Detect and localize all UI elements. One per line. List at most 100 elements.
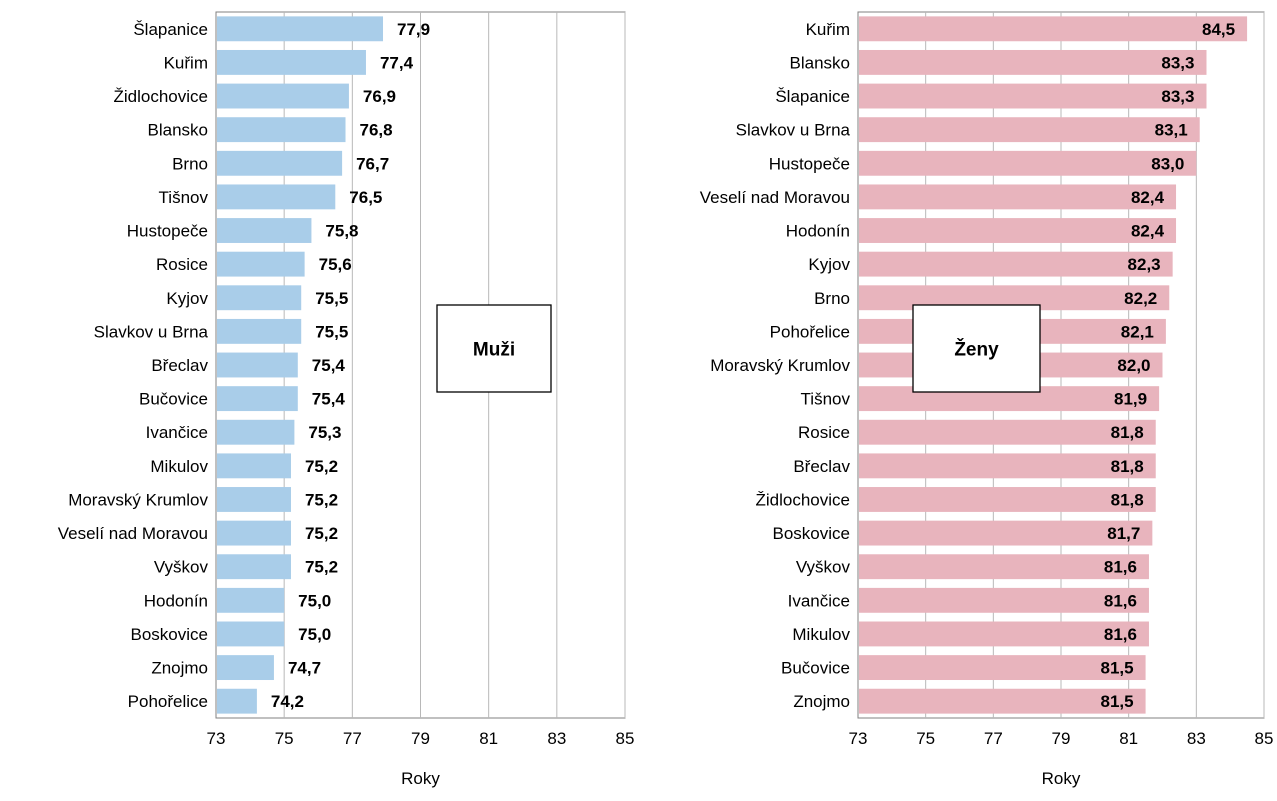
data-label: 76,7 <box>356 154 389 173</box>
bar <box>217 50 366 75</box>
category-label: Mikulov <box>792 625 850 644</box>
x-axis-title: Roky <box>1042 769 1081 788</box>
data-label: 76,9 <box>363 87 396 106</box>
data-label: 82,1 <box>1121 322 1154 341</box>
bar <box>217 84 349 109</box>
x-tick-label: 79 <box>1052 729 1071 748</box>
chart-panel-women: Kuřim 84,5 Blansko 83,3 Šlapanice 83,3 Slavkov… <box>700 12 1274 788</box>
category-label: Rosice <box>156 255 208 274</box>
data-label: 81,9 <box>1114 390 1147 409</box>
bar <box>217 353 298 378</box>
category-label: Tišnov <box>159 188 209 207</box>
category-label: Kuřim <box>806 20 850 39</box>
category-label: Slavkov u Brna <box>736 121 851 140</box>
data-label: 75,2 <box>305 457 338 476</box>
category-label: Bučovice <box>781 659 850 678</box>
category-label: Veselí nad Moravou <box>700 188 850 207</box>
category-label: Brno <box>814 289 850 308</box>
bar <box>859 252 1173 277</box>
bar <box>217 117 346 142</box>
data-label: 81,5 <box>1100 659 1133 678</box>
bar <box>217 622 284 647</box>
category-label: Veselí nad Moravou <box>58 524 208 543</box>
category-label: Hustopeče <box>769 154 850 173</box>
data-label: 82,4 <box>1131 188 1165 207</box>
bar <box>217 16 383 41</box>
category-label: Pohořelice <box>128 692 208 711</box>
category-label: Židlochovice <box>756 490 851 509</box>
category-label: Znojmo <box>151 659 208 678</box>
bar <box>217 554 291 579</box>
data-label: 75,3 <box>308 423 341 442</box>
bar <box>217 521 291 546</box>
bar <box>217 420 294 445</box>
data-label: 82,3 <box>1128 255 1161 274</box>
category-label: Šlapanice <box>133 20 208 39</box>
x-tick-label: 77 <box>984 729 1003 748</box>
category-label: Ivančice <box>788 591 850 610</box>
x-tick-label: 81 <box>479 729 498 748</box>
data-label: 81,6 <box>1104 625 1137 644</box>
bar <box>859 117 1200 142</box>
x-axis-title: Roky <box>401 769 440 788</box>
data-label: 75,5 <box>315 289 348 308</box>
data-label: 81,7 <box>1107 524 1140 543</box>
data-label: 74,7 <box>288 659 321 678</box>
category-label: Rosice <box>798 423 850 442</box>
data-label: 83,1 <box>1155 121 1188 140</box>
bar <box>217 588 284 613</box>
bar <box>859 151 1196 176</box>
bar <box>859 16 1247 41</box>
category-label: Břeclav <box>151 356 208 375</box>
category-label: Boskovice <box>131 625 208 644</box>
category-label: Boskovice <box>773 524 850 543</box>
data-label: 77,9 <box>397 20 430 39</box>
data-label: 75,0 <box>298 591 331 610</box>
bar <box>217 252 305 277</box>
bar <box>859 184 1176 209</box>
category-label: Břeclav <box>793 457 850 476</box>
x-tick-label: 73 <box>207 729 226 748</box>
x-tick-label: 83 <box>547 729 566 748</box>
data-label: 82,0 <box>1117 356 1150 375</box>
x-tick-label: 77 <box>343 729 362 748</box>
data-label: 75,2 <box>305 558 338 577</box>
bar <box>217 285 301 310</box>
category-label: Hodonín <box>786 222 850 241</box>
data-label: 76,5 <box>349 188 382 207</box>
data-label: 75,6 <box>319 255 352 274</box>
category-label: Bučovice <box>139 390 208 409</box>
data-label: 81,6 <box>1104 558 1137 577</box>
category-label: Hodonín <box>144 591 208 610</box>
data-label: 75,2 <box>305 524 338 543</box>
category-label: Moravský Krumlov <box>68 490 208 509</box>
data-label: 82,4 <box>1131 222 1165 241</box>
bar <box>217 319 301 344</box>
data-label: 74,2 <box>271 692 304 711</box>
data-label: 75,4 <box>312 390 346 409</box>
x-tick-label: 81 <box>1119 729 1138 748</box>
chart-panel-men: Šlapanice 77,9 Kuřim 77,4 Židlochovice 76,9 Bl… <box>58 12 635 788</box>
category-label: Židlochovice <box>114 87 209 106</box>
data-label: 75,0 <box>298 625 331 644</box>
x-tick-label: 85 <box>616 729 635 748</box>
bar <box>217 453 291 478</box>
category-label: Šlapanice <box>775 87 850 106</box>
bar <box>217 386 298 411</box>
bar <box>217 184 335 209</box>
data-label: 82,2 <box>1124 289 1157 308</box>
category-label: Vyškov <box>154 558 209 577</box>
data-label: 81,5 <box>1100 692 1133 711</box>
x-tick-label: 83 <box>1187 729 1206 748</box>
category-label: Moravský Krumlov <box>710 356 850 375</box>
category-label: Znojmo <box>793 692 850 711</box>
category-label: Blansko <box>790 53 850 72</box>
category-label: Mikulov <box>150 457 208 476</box>
x-tick-label: 79 <box>411 729 430 748</box>
bar <box>217 218 311 243</box>
bar <box>217 151 342 176</box>
category-label: Vyškov <box>796 558 851 577</box>
bar <box>217 655 274 680</box>
bar <box>859 84 1206 109</box>
